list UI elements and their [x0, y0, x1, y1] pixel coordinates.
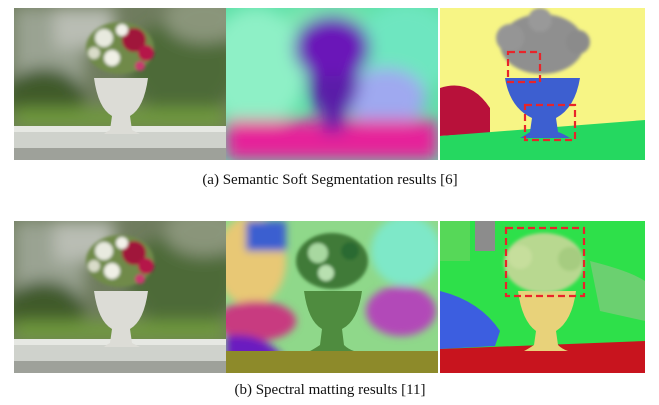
spectral-segmentation [226, 221, 438, 373]
highlight-box [506, 50, 542, 84]
caption: (a) Semantic Soft Segmentation results [… [202, 172, 457, 188]
caption: (b) Spectral matting results [11] [234, 382, 425, 398]
highlight-box [504, 226, 586, 298]
highlight-box [523, 103, 577, 142]
input-photo [4, 0, 244, 160]
row-a: (a) Semantic Soft Segmentation results [… [4, 0, 645, 188]
input-photo [4, 206, 244, 373]
sss-labels [440, 8, 645, 160]
row-b: (b) Spectral matting results [11] [4, 206, 645, 398]
spectral-labels [440, 221, 645, 373]
sss-segmentation [226, 8, 438, 160]
